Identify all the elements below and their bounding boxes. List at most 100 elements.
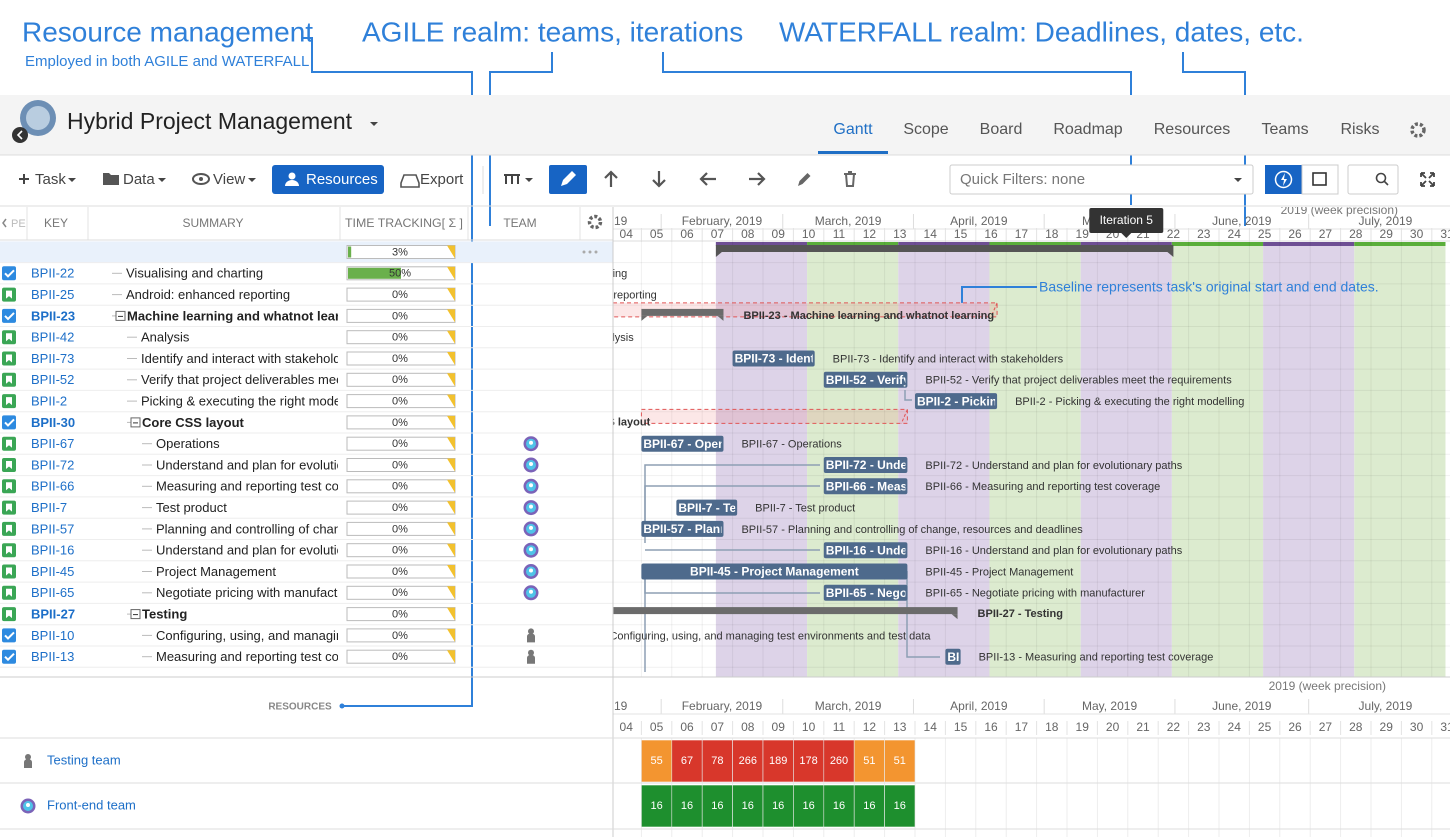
- fullscreen-icon[interactable]: [1420, 172, 1435, 187]
- calendar-icon: [1312, 172, 1327, 186]
- gantt-icon[interactable]: [504, 174, 520, 184]
- task-icon: [6, 290, 12, 299]
- issue-key[interactable]: BPII-2: [31, 394, 67, 409]
- week-label: 18: [1045, 720, 1059, 734]
- task-icon: [6, 375, 12, 384]
- issue-key[interactable]: BPII-52: [31, 372, 74, 387]
- issue-key[interactable]: BPII-66: [31, 479, 74, 494]
- allocation-label: 16: [772, 800, 784, 812]
- back-button[interactable]: [12, 127, 28, 143]
- issue-key[interactable]: BPII-30: [31, 415, 75, 430]
- issue-key[interactable]: BPII-57: [31, 521, 74, 536]
- tab[interactable]: Resources: [1154, 121, 1230, 138]
- allocation-label: 16: [711, 800, 723, 812]
- settings-icon[interactable]: [1410, 122, 1426, 138]
- week-label: 09: [772, 227, 786, 241]
- week-label: 15: [954, 227, 968, 241]
- row-menu-dot[interactable]: [588, 250, 592, 254]
- export-button[interactable]: Export: [420, 171, 464, 188]
- scroll-left[interactable]: [2, 218, 7, 228]
- annotation: Baseline represents task's original star…: [1039, 279, 1379, 295]
- issue-key[interactable]: BPII-10: [31, 628, 74, 643]
- delete-icon[interactable]: [844, 171, 856, 187]
- issue-key[interactable]: BPII-65: [31, 585, 74, 600]
- task-bar[interactable]: [945, 648, 961, 665]
- summary: Machine learning and whatnot learning: [127, 308, 368, 323]
- view-button[interactable]: View: [213, 171, 245, 188]
- export-icon: [400, 174, 420, 188]
- issue-key[interactable]: BPII-73: [31, 351, 74, 366]
- team-icon: [529, 504, 533, 509]
- tab[interactable]: Scope: [903, 121, 948, 138]
- task-button[interactable]: Task: [35, 171, 66, 188]
- caret: [248, 178, 256, 182]
- progress-label: 0%: [392, 609, 408, 621]
- column-header: PE: [11, 218, 26, 230]
- resources-button[interactable]: [272, 165, 384, 194]
- tab[interactable]: Gantt: [833, 121, 873, 138]
- issue-key[interactable]: BPII-7: [31, 500, 67, 515]
- issue-key[interactable]: BPII-22: [31, 266, 74, 281]
- calendar-button[interactable]: [1301, 164, 1339, 195]
- issue-key[interactable]: BPII-67: [31, 436, 74, 451]
- progress-label: 0%: [392, 310, 408, 322]
- task-bar[interactable]: [641, 520, 724, 537]
- task-bar[interactable]: [641, 435, 724, 452]
- iteration-band: [715, 242, 808, 677]
- plus-icon: [19, 174, 29, 184]
- task-bar[interactable]: [823, 371, 908, 388]
- iteration-bar: [1171, 242, 1264, 246]
- team-name[interactable]: Testing team: [47, 752, 121, 767]
- task-icon: [6, 397, 12, 406]
- row-menu-dot[interactable]: [594, 250, 598, 254]
- task-bar[interactable]: [823, 542, 908, 559]
- issue-key[interactable]: BPII-23: [31, 308, 75, 323]
- tab[interactable]: Board: [980, 121, 1023, 138]
- bar-inner-label: BPII-2 - Picking & executing the right m…: [917, 394, 1187, 408]
- week-label: 07: [711, 720, 725, 734]
- quick-filters[interactable]: [949, 164, 1254, 195]
- search[interactable]: [1347, 164, 1399, 195]
- bar-label: BPII-65 - Negotiate pricing with manufac…: [925, 588, 1145, 600]
- issue-key[interactable]: BPII-45: [31, 564, 74, 579]
- task-bar[interactable]: [823, 478, 908, 495]
- task-bar[interactable]: [732, 350, 815, 367]
- pencil-icon[interactable]: [798, 173, 811, 186]
- search-icon: [1375, 172, 1387, 184]
- task-bar[interactable]: [641, 563, 908, 580]
- outdent[interactable]: [699, 172, 716, 186]
- team-icon: [529, 525, 533, 530]
- summary: Understand and plan for evolutionary pat…: [156, 543, 405, 558]
- overlay: Baseline represents task's original star…: [961, 208, 1379, 303]
- bar-label: BPII-72 - Understand and plan for evolut…: [925, 460, 1182, 472]
- task-bar[interactable]: [915, 393, 998, 410]
- bolt-icon: [1281, 173, 1287, 186]
- tab[interactable]: Roadmap: [1053, 121, 1122, 138]
- row-menu-dot[interactable]: [582, 250, 586, 254]
- move-down[interactable]: [652, 171, 666, 188]
- issue-key[interactable]: BPII-72: [31, 457, 74, 472]
- tab[interactable]: Teams: [1261, 121, 1308, 138]
- week-label: 07: [711, 227, 725, 241]
- bar-label: BPII-16 - Understand and plan for evolut…: [925, 545, 1182, 557]
- project-title[interactable]: Hybrid Project Management: [67, 108, 353, 134]
- progress-corner: [447, 415, 455, 429]
- month-label: February, 2019: [682, 699, 763, 713]
- move-up[interactable]: [604, 170, 618, 187]
- progress-corner: [447, 245, 455, 259]
- issue-key[interactable]: BPII-42: [31, 330, 74, 345]
- issue-key[interactable]: BPII-27: [31, 607, 75, 622]
- issue-key[interactable]: BPII-25: [31, 287, 74, 302]
- team-name[interactable]: Front-end team: [47, 797, 136, 812]
- data-button[interactable]: Data: [123, 171, 155, 188]
- progress-label: 0%: [392, 545, 408, 557]
- column-settings[interactable]: [587, 214, 603, 230]
- task-bar[interactable]: [823, 584, 908, 601]
- issue-key[interactable]: BPII-13: [31, 649, 74, 664]
- bar-text: BPII-72 - Understand and plan for evolut…: [826, 458, 906, 472]
- task-bar[interactable]: [676, 499, 738, 516]
- issue-key[interactable]: BPII-16: [31, 543, 74, 558]
- tab[interactable]: Risks: [1340, 121, 1379, 138]
- indent[interactable]: [749, 172, 766, 186]
- task-bar[interactable]: [823, 457, 908, 473]
